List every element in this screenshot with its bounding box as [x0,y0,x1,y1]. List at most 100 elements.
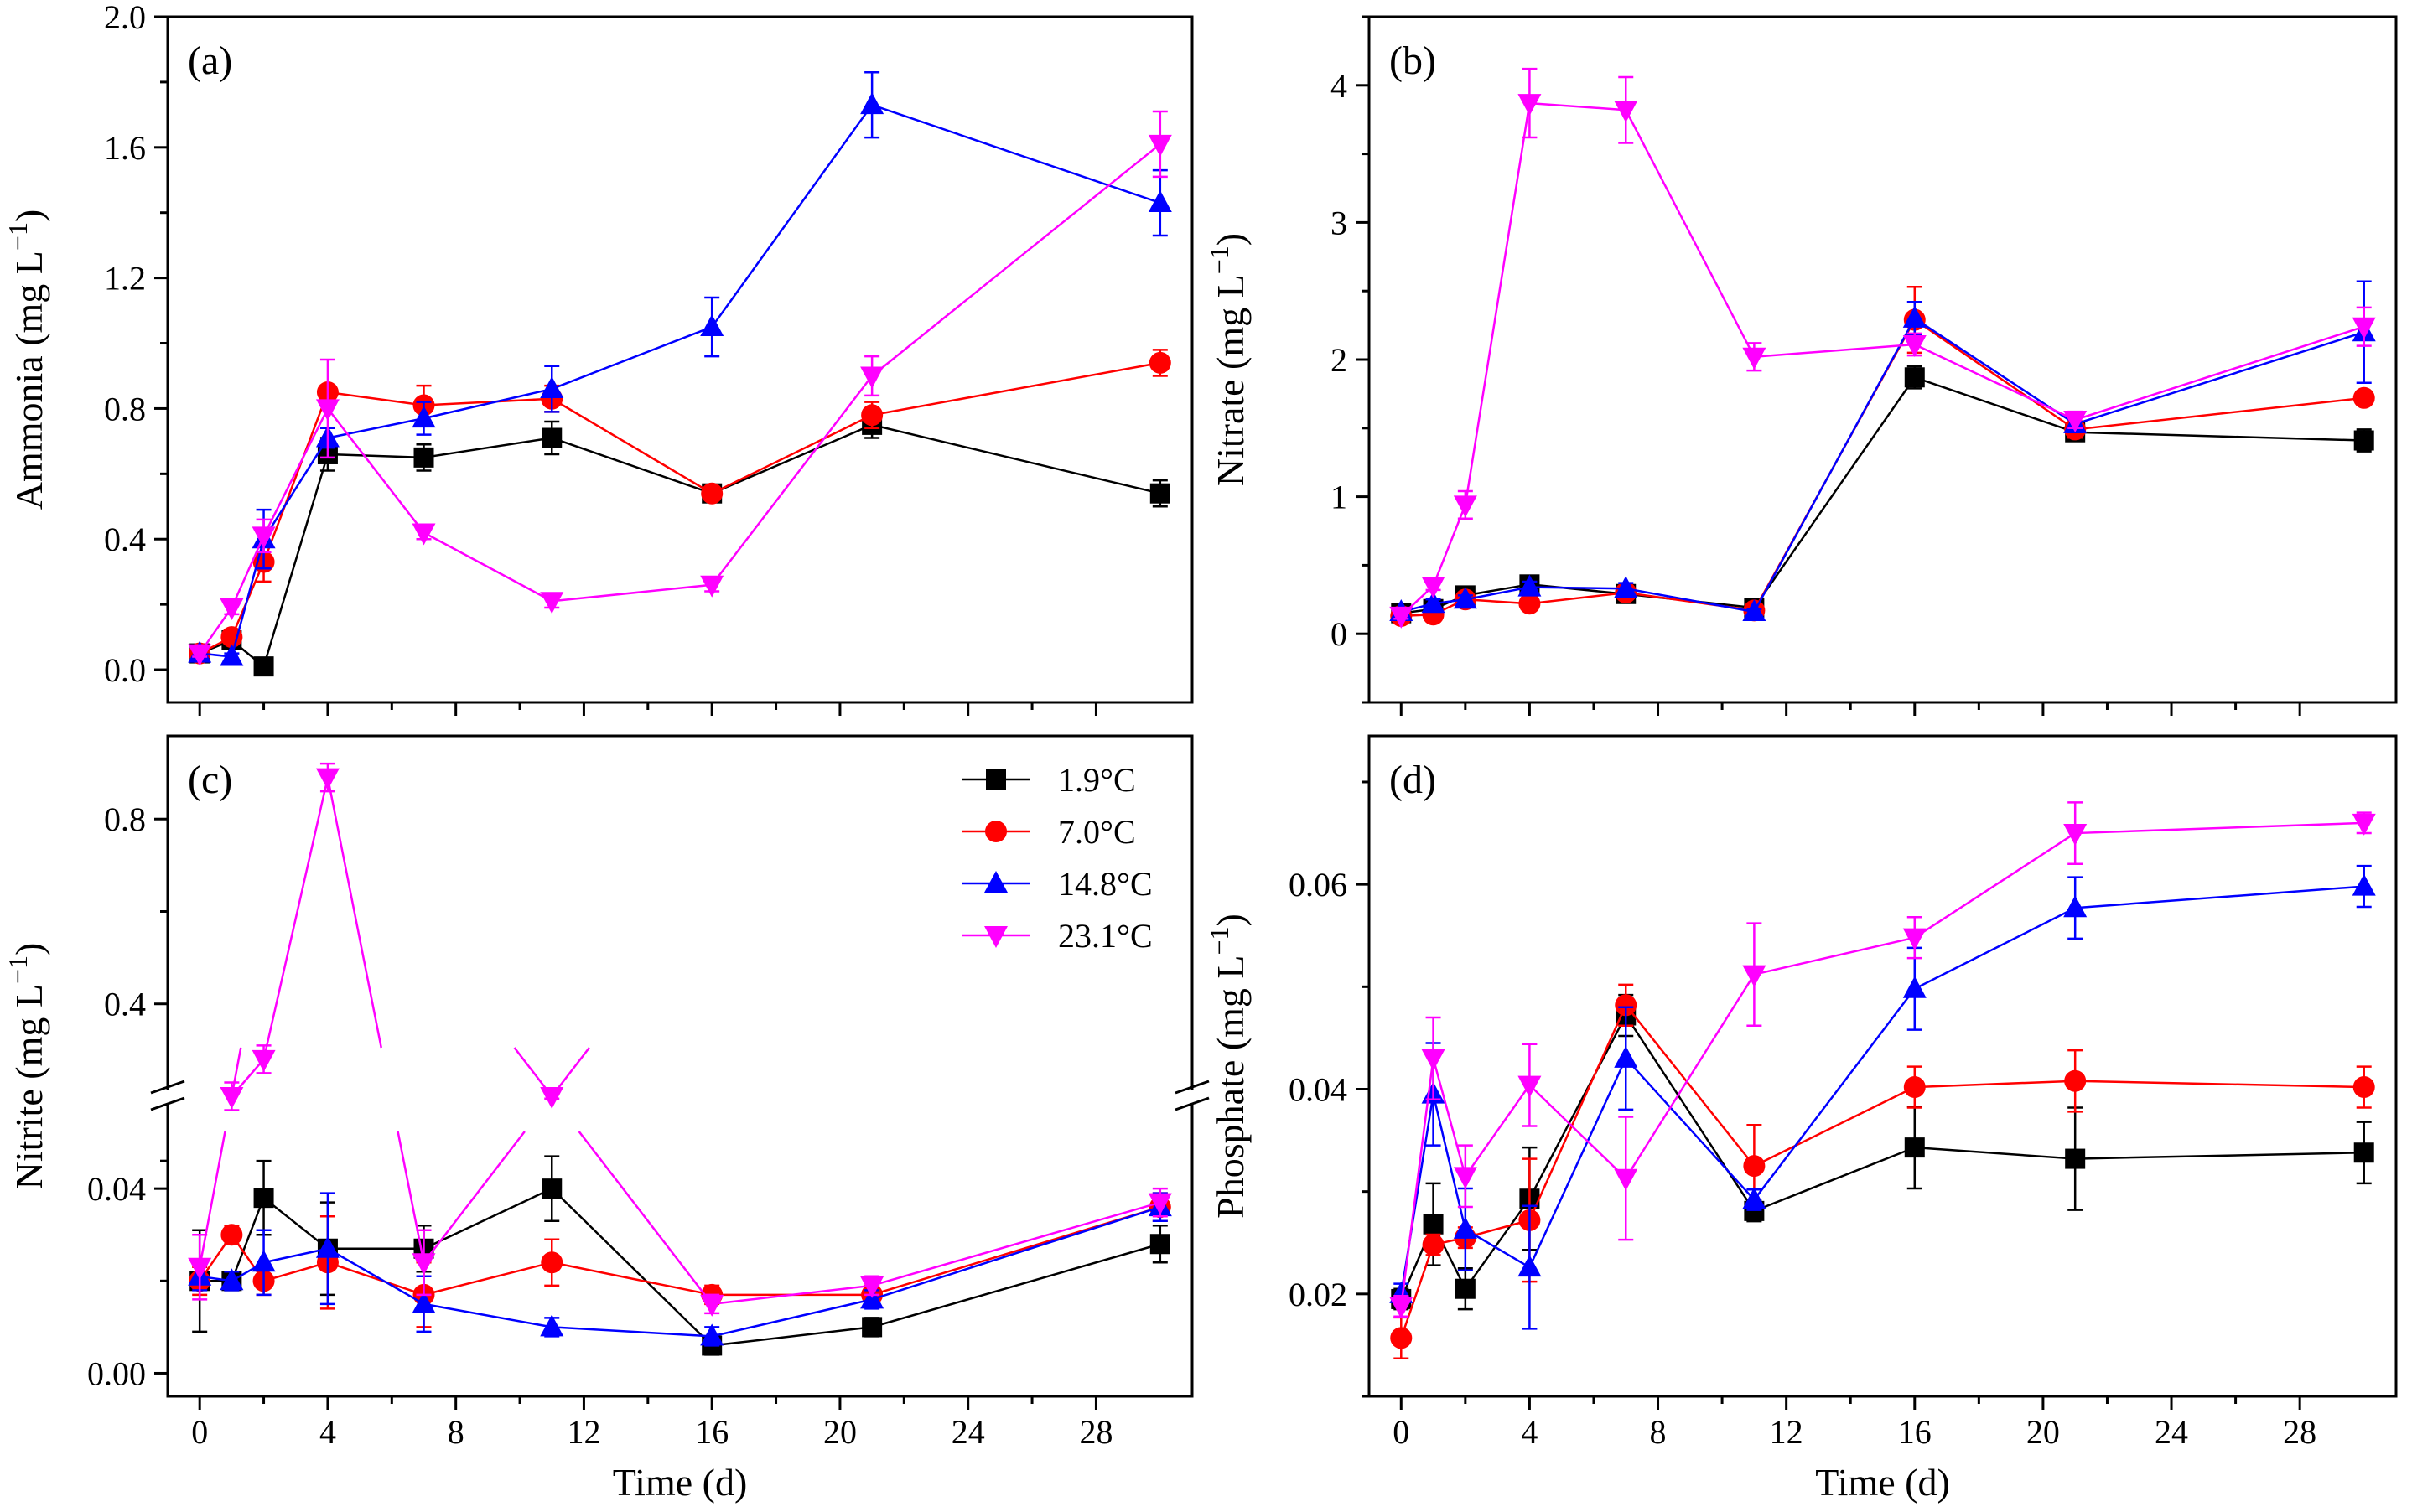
panel-d-series-14-8-c-point [2352,873,2376,896]
panel-c-series-23-1-c-line [423,1131,526,1264]
panel-b-series-23-1-c-line [2074,325,2365,422]
panel-a-series-7-0-c-point [861,404,884,427]
panel-d-series-23-1-c-point [2352,813,2376,836]
panel-c-axis-break-mark [150,1080,185,1095]
panel-a-series-7-0-c-point [220,626,243,649]
panel-c-series-1-9-c [189,1155,1170,1356]
panel-c-series-1-9-c-line [551,1188,713,1347]
panel-b-ylabel-exponent: −1 [1204,246,1234,274]
panel-c-xtick-label: 12 [567,1413,600,1451]
panel-c-series-14-8-c-line [552,1326,713,1338]
panel-b-series-23-1-c-line [1754,343,1915,358]
panel-d-xtick-label: 0 [1393,1413,1409,1451]
panel-a-series-14-8-c-line [327,417,424,439]
panel-b-ylabel-text: Nitrate (mg L [1209,274,1252,486]
panel-a-series-14-8-c-point [412,406,436,428]
panel-d-series-7-0-c-point [2064,1069,2087,1092]
panel-d-series-23-1-c-point [1453,1167,1477,1189]
panel-d-series-14-8-c-line [1753,988,1916,1201]
panel-d-frame [1367,734,2398,1398]
panel-c-ylabel-exponent: −1 [3,955,33,984]
panel-d-series-14-8-c-line [1465,1228,1531,1269]
panel-c-series-23-1-c-point [220,1087,244,1109]
panel-a-series-1-9-c-line [262,453,329,667]
panel-d-series-1-9-c-line [1625,1014,1756,1212]
panel-b-series-23-1-c-point [1902,335,1927,358]
panel-a-series-23-1-c-point [412,523,436,546]
panel-a-series-23-1-c-line [423,531,552,603]
panel-d-series-23-1-c-line [1464,1084,1531,1178]
panel-c-ytick-label: 0.8 [104,800,146,838]
panel-b-ytick-label: 1 [1330,479,1347,516]
panel-c-series-14-8-c-line [711,1298,873,1338]
panel-c-ytick-label: 0.04 [87,1170,146,1208]
panel-b-series-23-1-c-point [2352,317,2376,339]
legend-item-7-0-c: 7.0°C [962,813,1136,851]
panel-b-series-14-8-c-line [2074,331,2365,426]
panel-c-xtick-label: 4 [319,1413,336,1451]
panel-c-series-14-8-c-point [220,1268,244,1291]
legend-label: 1.9°C [1058,761,1136,799]
panel-c-series-23-1-c-line [578,1131,713,1305]
panel-d-series-7-0-c-point [2352,1076,2375,1099]
panel-d-series-7-0-c-point [1903,1076,1926,1099]
panel-b-series-23-1-c-line [1464,102,1531,505]
panel-c-series-23-1-c-point [188,1257,212,1280]
panel-a-series-1-9-c-line [423,437,552,459]
panel-a-series-23-1-c-point [700,575,724,598]
panel-c-series-7-0-c-point [220,1224,243,1246]
panel-d-series-7-0-c-point [1390,1327,1413,1349]
panel-a-series-23-1-c-point [252,526,276,549]
panel-a-series-1-9-c-point [413,447,434,468]
panel-a-series-7-0-c-line [711,414,873,495]
panel-c-series-7-0-c-point [541,1251,563,1274]
panel-b-series-1-9-c-point [1904,367,1925,388]
panel-b-series-7-0-c-point [2352,386,2375,409]
panel-d-xtick-label: 12 [1770,1413,1803,1451]
panel-a-ytick-label: 0.4 [104,520,146,558]
panel-b-series-23-1-c-point [1421,576,1445,598]
panel-a-ytick-label: 0.8 [104,390,146,427]
panel-b-series-7-0-c-line [1914,318,2076,431]
panel-d-xtick-label: 8 [1650,1413,1667,1451]
panel-b-series-7-0-c-line [2075,396,2364,431]
panel-a-series-1-9-c-point [542,427,563,448]
panel-c-xtick-label: 16 [695,1413,729,1451]
panel-a-series-1-9-c-point [1149,483,1170,504]
panel-c-ylabel-close: ) [8,943,50,955]
panel-b-series-23-1-c-point [1517,94,1542,117]
panel-d-series-23-1-c-point [1517,1075,1542,1098]
panel-d-series-1-9-c-point [2353,1142,2374,1163]
panel-a-series-14-8-c-point [540,376,564,399]
panel-c-series-14-8-c-line [327,1247,425,1305]
panel-c-series-1-9-c-line [423,1188,552,1250]
panel-b-series-23-1-c-line [1432,504,1467,587]
panel-c-series-23-1-c-point [860,1276,884,1298]
legend-marker [985,821,1007,842]
panel-d-series-23-1-c-line [1625,973,1756,1179]
panel-a-series-23-1-c-line [326,407,425,534]
panel-a-series-23-1-c [188,110,1172,666]
panel-a-series-14-8-c-line [871,103,1161,205]
panel-b-series-7-0-c-line [1529,591,1626,605]
panel-d-tag: (d) [1389,758,1436,802]
panel-a-series-23-1-c-line [711,375,874,586]
panel-d-xlabel: Time (d) [1815,1461,1950,1504]
panel-a-series-14-8-c-line [262,437,329,540]
panel-b-series-1-9-c-line [1753,376,1916,608]
panel-b-series-1-9-c-point [2353,430,2374,451]
panel-b-series-1-9-c-line [1465,583,1530,597]
panel-c-tag: (c) [188,758,232,802]
legend: 1.9°C 7.0°C 14.8°C 23.1°C [962,761,1153,955]
panel-a-series-1-9-c-line [327,453,424,459]
panel-c-series-1-9-c-line [712,1326,873,1347]
panel-d-series-14-8-c [1389,864,2376,1330]
panel-d-series-14-8-c-point [1742,1187,1766,1209]
panel-a-series-14-8-c-line [423,387,552,420]
panel-c-ytick-label: 0.4 [104,986,146,1023]
panel-c-series-1-9-c-line [262,1197,329,1250]
panel-d-series-14-8-c-point [1517,1255,1542,1277]
panel-d-series-14-8-c-point [1453,1216,1477,1239]
panel-b-series-14-8-c-point [1517,574,1542,597]
panel-a-series-14-8-c-line [231,538,265,657]
